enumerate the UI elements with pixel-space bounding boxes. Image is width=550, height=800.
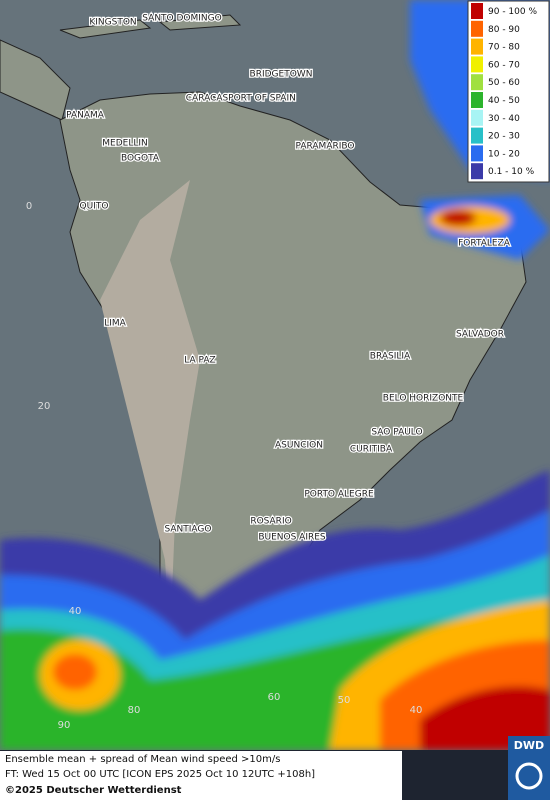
- legend-swatch: [471, 127, 483, 144]
- footer-box: [0, 751, 402, 800]
- city-label: FORTALEZA: [458, 239, 511, 249]
- legend-label: 10 - 20: [488, 149, 520, 159]
- grid-label: 50: [338, 695, 351, 706]
- legend-label: 30 - 40: [488, 114, 520, 124]
- grid-label: 20: [38, 401, 51, 412]
- city-label: ROSARIO: [250, 517, 291, 527]
- legend-swatch: [471, 145, 483, 162]
- city-label: KINGSTON: [89, 18, 136, 28]
- legend-swatch: [471, 38, 483, 55]
- legend-swatch: [471, 109, 483, 126]
- city-label: LIMA: [104, 319, 126, 329]
- city-label: ASUNCION: [275, 441, 323, 451]
- legend-label: 60 - 70: [488, 60, 520, 70]
- grid-label: 40: [69, 606, 82, 617]
- city-label: CURITIBA: [350, 445, 393, 455]
- city-label: SANTO DOMINGO: [142, 14, 221, 24]
- legend-swatch: [471, 20, 483, 37]
- grid-labels: 0 20 40 90 80 60 50 40: [26, 201, 423, 731]
- grid-label: 90: [58, 720, 71, 731]
- city-label: CARACAS: [186, 94, 229, 104]
- footer-copyright: ©2025 Deutscher Wetterdienst: [5, 785, 182, 796]
- land: [0, 14, 527, 733]
- legend-label: 20 - 30: [488, 132, 520, 142]
- legend-swatch: [471, 92, 483, 108]
- city-label: SALVADOR: [456, 330, 504, 340]
- legend-label: 0.1 - 10 %: [488, 167, 535, 177]
- legend-label: 40 - 50: [488, 96, 520, 106]
- city-label: BRIDGETOWN: [250, 70, 313, 80]
- city-label: BELO HORIZONTE: [383, 394, 464, 404]
- grid-label: 80: [128, 705, 141, 716]
- legend: 90 - 100 % 80 - 90 70 - 80 60 - 70 50 - 60 40…: [467, 0, 550, 183]
- city-label: BRASILIA: [370, 352, 411, 362]
- grid-label: 40: [410, 705, 423, 716]
- grid-label: 60: [268, 692, 281, 703]
- grid-label: 0: [26, 201, 32, 212]
- legend-swatch: [471, 56, 483, 73]
- city-label: BUENOS AIRES: [258, 533, 326, 543]
- legend-label: 70 - 80: [488, 43, 520, 53]
- legend-swatch: [471, 3, 483, 19]
- city-label: QUITO: [80, 202, 109, 212]
- city-label: PORTO ALEGRE: [304, 490, 374, 500]
- footer-title: Ensemble mean + spread of Mean wind spee…: [5, 754, 280, 765]
- legend-label: 80 - 90: [488, 25, 520, 35]
- city-label: SAO PAULO: [371, 428, 422, 438]
- legend-label: 50 - 60: [488, 78, 520, 88]
- city-label: MEDELLIN: [102, 139, 147, 149]
- legend-label: 90 - 100 %: [488, 7, 537, 17]
- city-label: BOGOTA: [121, 154, 160, 164]
- city-label: SANTIAGO: [165, 525, 212, 535]
- city-label: LA PAZ: [184, 356, 215, 366]
- legend-swatch: [471, 74, 483, 91]
- footer-forecast: FT: Wed 15 Oct 00 UTC [ICON EPS 2025 Oct…: [5, 769, 315, 780]
- legend-swatch: [471, 163, 483, 180]
- logo-icon: [515, 762, 543, 790]
- logo: DWD: [514, 739, 544, 752]
- city-label: PARAMARIBO: [296, 142, 355, 152]
- city-label: PORT OF SPAIN: [228, 94, 296, 104]
- city-label: PANAMA: [66, 111, 105, 121]
